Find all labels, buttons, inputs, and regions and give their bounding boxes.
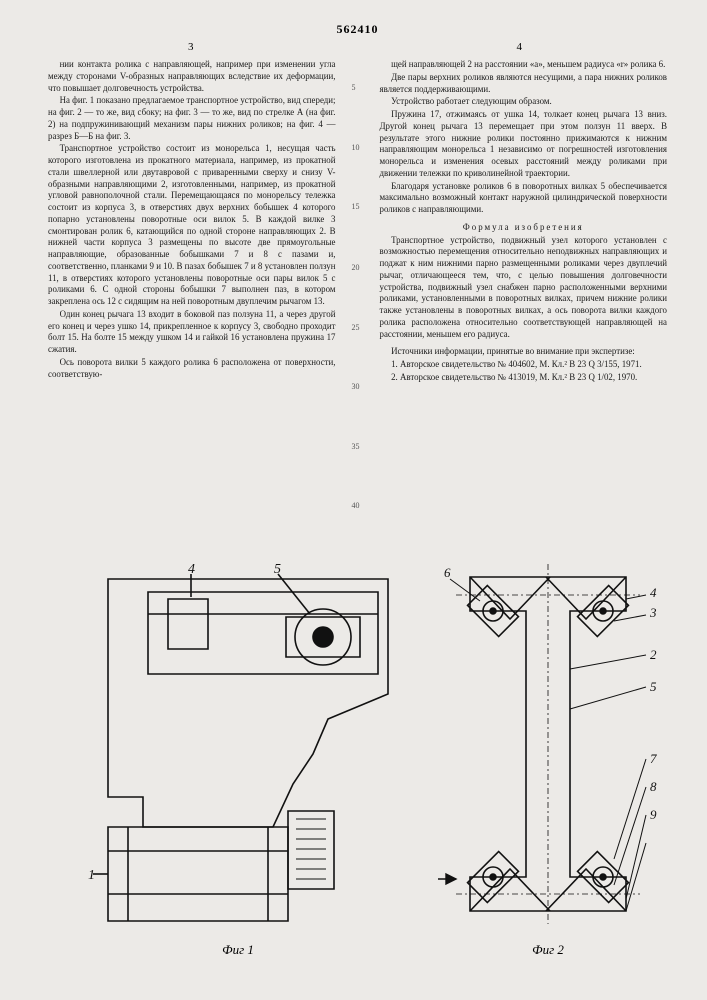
- claim-title: Формула изобретения: [380, 222, 668, 234]
- callout-4: 4: [650, 585, 657, 600]
- callout-1: 1: [88, 868, 95, 883]
- callout-5: 5: [650, 679, 657, 694]
- line-number: 35: [352, 442, 360, 453]
- column-right: щей направляющей 2 на расстоянии «а», ме…: [380, 59, 668, 549]
- callout-3: 3: [649, 605, 657, 620]
- paragraph: На фиг. 1 показано предлагаемое транспор…: [48, 95, 336, 142]
- callout-9: 9: [650, 807, 657, 822]
- page-number-left: 3: [188, 41, 194, 53]
- callout-2: 2: [650, 647, 657, 662]
- paragraph: щей направляющей 2 на расстоянии «а», ме…: [380, 59, 668, 71]
- line-number: 5: [352, 83, 356, 94]
- callout-8: 8: [650, 779, 657, 794]
- paragraph: Благодаря установке роликов 6 в поворотн…: [380, 181, 668, 216]
- line-number: 10: [352, 143, 360, 154]
- callout-4: 4: [188, 562, 195, 577]
- callout-5: 5: [274, 562, 281, 577]
- figure-1-label: Фиг 1: [222, 942, 254, 957]
- figure-1-drawing: 4 5 1 Фиг 1: [88, 559, 423, 959]
- line-number: 30: [352, 382, 360, 393]
- figure-2-label: Фиг 2: [532, 942, 564, 957]
- doc-number: 562410: [48, 22, 667, 37]
- line-number: 25: [352, 323, 360, 334]
- paragraph: Ось поворота вилки 5 каждого ролика 6 ра…: [48, 357, 336, 381]
- paragraph: Две пары верхних роликов являются несущи…: [380, 72, 668, 96]
- source-item: 1. Авторское свидетельство № 404602, М. …: [380, 359, 668, 371]
- column-left: нии контакта ролика с направляющей, напр…: [48, 59, 336, 549]
- figures-region: 4 5 1 Фиг 1: [48, 559, 667, 979]
- page-number-right: 4: [517, 41, 523, 53]
- source-item: 2. Авторское свидетельство № 413019, М. …: [380, 372, 668, 384]
- paragraph: нии контакта ролика с направляющей, напр…: [48, 59, 336, 94]
- paragraph: Пружина 17, отжимаясь от ушка 14, толкае…: [380, 109, 668, 180]
- line-number: 40: [352, 501, 360, 512]
- line-number: 20: [352, 263, 360, 274]
- callout-6: 6: [444, 565, 451, 580]
- sources-heading: Источники информации, принятые во вниман…: [380, 346, 668, 358]
- paragraph: Транспортное устройство состоит из монор…: [48, 143, 336, 308]
- claim-text: Транспортное устройство, подвижный узел …: [380, 235, 668, 341]
- paragraph: Устройство работает следующим образом.: [380, 96, 668, 108]
- figure-2-drawing: 6 4 3 2 5 7 8 9 A Фиг 2: [438, 559, 658, 959]
- callout-7: 7: [650, 751, 657, 766]
- paragraph: Один конец рычага 13 входит в боковой па…: [48, 309, 336, 356]
- line-number: 15: [352, 202, 360, 213]
